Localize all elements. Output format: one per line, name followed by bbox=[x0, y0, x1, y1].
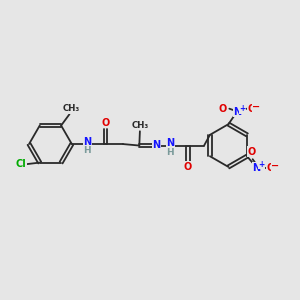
Text: +: + bbox=[258, 160, 265, 169]
Text: −: − bbox=[252, 102, 260, 112]
Text: Cl: Cl bbox=[15, 159, 26, 169]
Text: H: H bbox=[83, 146, 91, 155]
Text: N: N bbox=[252, 163, 261, 172]
Text: N: N bbox=[83, 137, 91, 147]
Text: O: O bbox=[266, 163, 274, 172]
Text: CH₃: CH₃ bbox=[131, 121, 148, 130]
Text: O: O bbox=[102, 118, 110, 128]
Text: N: N bbox=[233, 107, 242, 117]
Text: N: N bbox=[152, 140, 160, 150]
Text: O: O bbox=[218, 104, 226, 114]
Text: O: O bbox=[184, 162, 192, 172]
Text: −: − bbox=[272, 161, 280, 171]
Text: CH₃: CH₃ bbox=[62, 104, 80, 113]
Text: N: N bbox=[167, 138, 175, 148]
Text: O: O bbox=[248, 147, 256, 157]
Text: H: H bbox=[166, 148, 174, 157]
Text: +: + bbox=[239, 104, 246, 113]
Text: O: O bbox=[247, 104, 256, 114]
